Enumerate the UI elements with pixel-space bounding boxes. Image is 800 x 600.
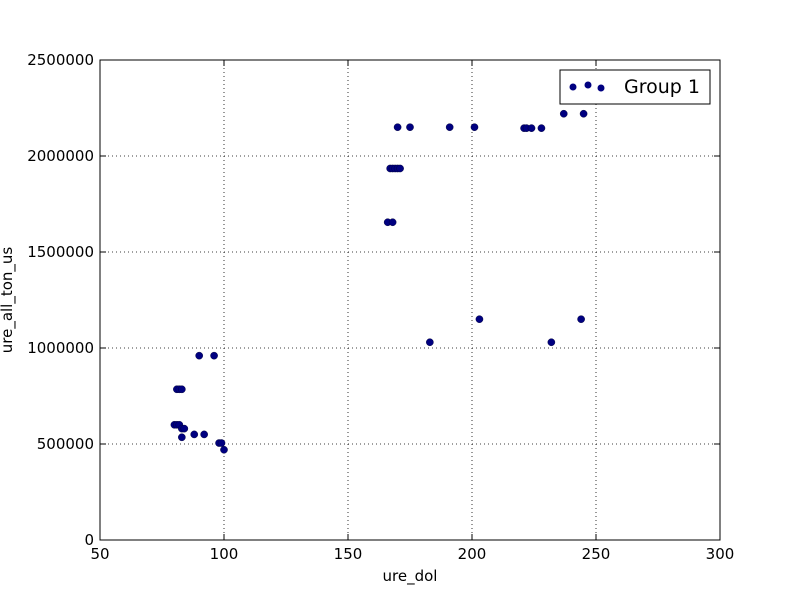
plot-frame bbox=[99, 59, 721, 541]
x-tick-label: 50 bbox=[90, 545, 109, 563]
data-point bbox=[547, 338, 556, 347]
x-tick-label: 300 bbox=[706, 545, 735, 563]
x-axis-ticks: 50 100 150 200 250 300 bbox=[90, 60, 734, 563]
data-point bbox=[537, 124, 546, 132]
y-tick-label: 0 bbox=[84, 531, 94, 549]
y-tick-label: 2000000 bbox=[27, 147, 94, 165]
legend-label: Group 1 bbox=[624, 76, 700, 98]
data-point bbox=[393, 123, 402, 131]
data-point bbox=[210, 351, 218, 360]
legend-marker bbox=[569, 83, 577, 91]
data-point bbox=[220, 445, 228, 454]
legend-box bbox=[559, 69, 711, 105]
data-point bbox=[559, 109, 568, 118]
data-point bbox=[180, 424, 189, 433]
x-tick-label: 200 bbox=[458, 545, 487, 563]
data-point bbox=[178, 385, 186, 394]
data-points bbox=[170, 109, 588, 454]
data-point bbox=[577, 315, 585, 324]
data-point bbox=[388, 218, 397, 227]
data-point bbox=[426, 338, 434, 347]
data-point bbox=[396, 164, 404, 173]
legend-marker bbox=[584, 81, 592, 89]
x-tick-label: 250 bbox=[582, 545, 611, 563]
data-point bbox=[579, 109, 588, 118]
data-point bbox=[195, 351, 203, 360]
data-point bbox=[527, 124, 536, 132]
data-point bbox=[445, 123, 454, 131]
legend-marker bbox=[597, 84, 605, 92]
y-tick-label: 500000 bbox=[37, 435, 94, 453]
grid-lines bbox=[100, 60, 720, 540]
y-tick-label: 1000000 bbox=[27, 339, 94, 357]
data-point bbox=[406, 123, 414, 131]
data-point bbox=[470, 123, 479, 131]
legend: Group 1 bbox=[559, 69, 711, 105]
x-tick-label: 150 bbox=[334, 545, 363, 563]
data-point bbox=[217, 439, 226, 447]
x-axis-label: ure_dol bbox=[383, 567, 438, 586]
data-point bbox=[190, 430, 199, 439]
y-tick-label: 2500000 bbox=[27, 51, 94, 69]
x-tick-label: 100 bbox=[210, 545, 239, 563]
y-axis-ticks: 0 500000 1000000 1500000 2000000 2500000 bbox=[27, 51, 720, 549]
data-point bbox=[178, 433, 186, 442]
data-point bbox=[200, 430, 208, 439]
data-point bbox=[475, 315, 484, 324]
y-tick-label: 1500000 bbox=[27, 243, 94, 261]
y-axis-label: ure_all_ton_us bbox=[0, 247, 17, 354]
